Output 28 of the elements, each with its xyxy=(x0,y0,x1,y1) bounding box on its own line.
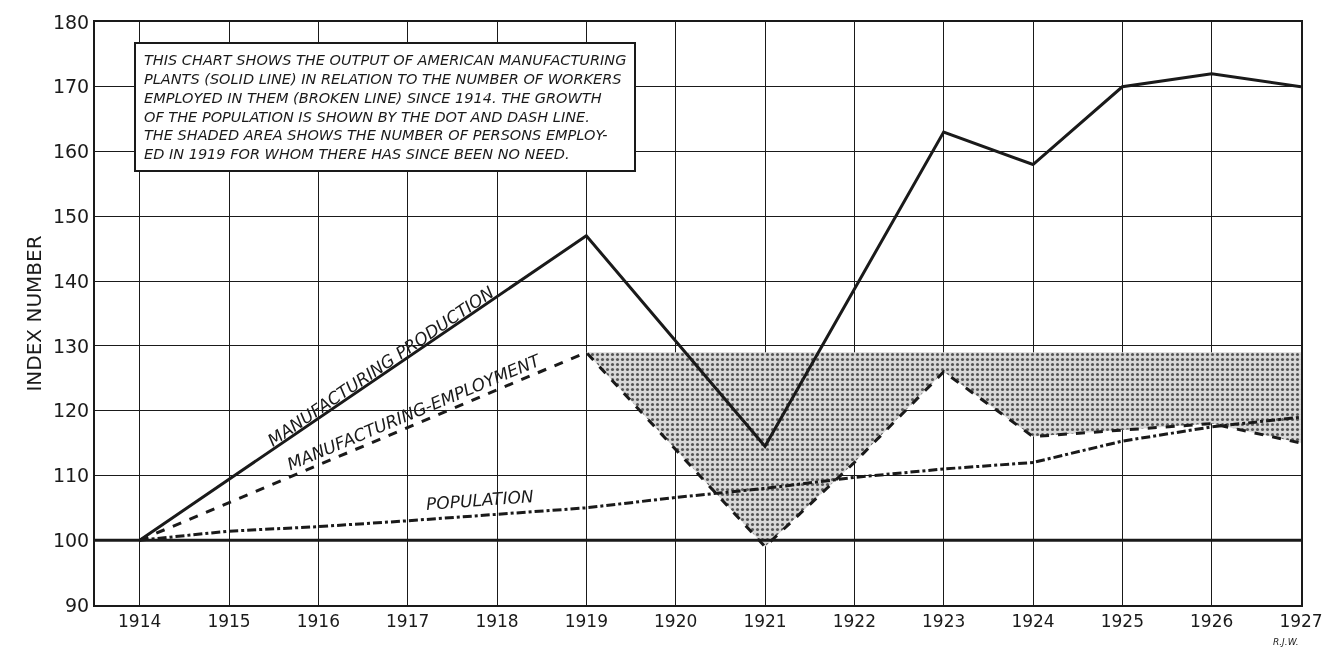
y-tick-label: 150 xyxy=(52,204,90,227)
text: R.J.W. xyxy=(1273,637,1299,647)
annotation: THIS CHART SHOWS THE OUTPUT OF AMERICAN MANUFACTURING PLANTS (SOLID LINE) IN RELATION TO THE NUMBER OF WORKERS EMPLOYED IN THEM (BROKEN LINE) SINCE 1914. THE GROWTH OF THE POPULATION IS SHOWN BY THE DOT AND DASH LINE. THE SHADED AREA SHOWS THE NUMBER OF PERSONS EMPLOY- ED IN 1919 FOR WHOM THERE HAS SINCE BEEN NO NEED. xyxy=(144,52,627,163)
y-axis-title: INDEX NUMBER xyxy=(21,235,46,392)
y-tick-label: 160 xyxy=(52,140,90,163)
x-tick-label: 1918 xyxy=(475,611,519,632)
y-tick-label: 100 xyxy=(52,528,90,551)
x-tick-label: 1919 xyxy=(564,611,608,632)
x-tick-label: 1927 xyxy=(1279,611,1323,632)
y-tick-label: 110 xyxy=(52,464,90,487)
x-tick-label: 1926 xyxy=(1190,611,1234,632)
x-tick-label: 1923 xyxy=(922,611,966,632)
x-tick-label: 1915 xyxy=(207,611,251,632)
y-tick-label: 170 xyxy=(52,75,90,98)
y-tick-label: 130 xyxy=(52,334,90,357)
y-tick-label: 140 xyxy=(52,269,90,292)
series-label: POPULATION xyxy=(425,486,535,514)
y-tick-label: 180 xyxy=(52,10,90,33)
x-tick-label: 1924 xyxy=(1011,611,1055,632)
x-tick-label: 1921 xyxy=(743,611,787,632)
y-tick-label: 120 xyxy=(52,399,90,422)
x-tick-label: 1917 xyxy=(386,611,430,632)
x-tick-label: 1914 xyxy=(118,611,162,632)
x-tick-label: 1925 xyxy=(1100,611,1144,632)
x-tick-label: 1922 xyxy=(832,611,876,632)
x-tick-label: 1920 xyxy=(654,611,698,632)
x-tick-label: 1916 xyxy=(296,611,340,632)
y-tick-label: 90 xyxy=(65,593,90,616)
